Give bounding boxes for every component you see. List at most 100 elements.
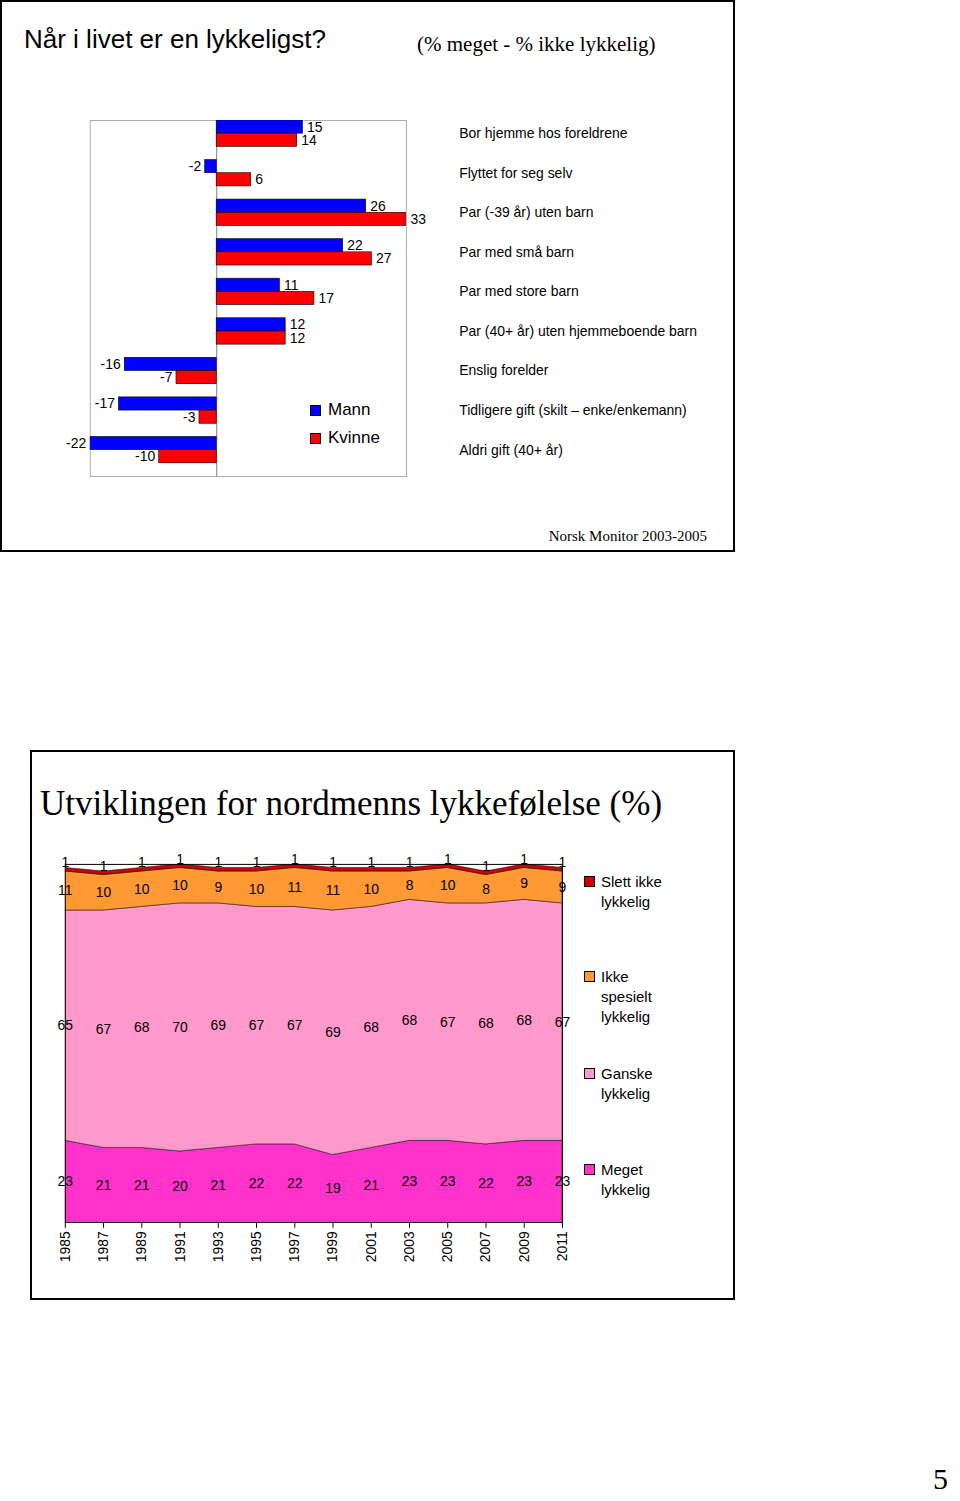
svg-text:68: 68 [516,1012,532,1028]
svg-text:1: 1 [291,851,299,867]
svg-text:Flyttet for seg selv: Flyttet for seg selv [459,165,572,181]
svg-text:Aldri gift (40+ år): Aldri gift (40+ år) [459,442,563,458]
svg-text:1999: 1999 [324,1231,340,1262]
svg-text:Par med små barn: Par med små barn [459,244,574,260]
svg-text:67: 67 [96,1021,112,1037]
svg-text:11: 11 [288,879,303,895]
svg-text:1: 1 [406,854,414,870]
svg-text:23: 23 [555,1173,571,1189]
svg-text:9: 9 [520,875,528,891]
html-text:Slett ikke lykkelig: Slett ikke lykkelig [601,873,662,910]
svg-text:1: 1 [329,854,337,870]
svg-text:65: 65 [58,1017,74,1033]
svg-text:23: 23 [440,1173,456,1189]
svg-text:2011: 2011 [554,1231,570,1261]
svg-text:68: 68 [402,1012,418,1028]
svg-text:1: 1 [253,854,261,870]
svg-text:22: 22 [347,237,363,253]
svg-text:2003: 2003 [401,1231,417,1262]
svg-text:2007: 2007 [477,1231,493,1262]
svg-text:10: 10 [172,877,188,893]
svg-text:1: 1 [176,851,184,867]
svg-text:22: 22 [249,1175,265,1191]
svg-text:1: 1 [100,858,108,874]
svg-text:23: 23 [402,1173,418,1189]
svg-text:1: 1 [214,854,222,870]
svg-text:2005: 2005 [439,1231,455,1262]
svg-text:1: 1 [482,858,490,874]
svg-text:70: 70 [172,1019,188,1035]
svg-text:68: 68 [478,1015,494,1031]
svg-text:11: 11 [284,277,299,293]
svg-text:1: 1 [367,854,375,870]
svg-text:27: 27 [376,250,392,266]
svg-text:21: 21 [96,1177,112,1193]
svg-text:23: 23 [58,1173,74,1189]
svg-text:1: 1 [61,854,69,870]
svg-text:Bor hjemme hos foreldrene: Bor hjemme hos foreldrene [459,125,628,141]
html-text:Utviklingen for nordmenns lykk: Utviklingen for nordmenns lykkefølelse (… [40,784,663,823]
svg-text:10: 10 [96,884,112,900]
svg-text:1991: 1991 [171,1231,187,1262]
svg-text:1985: 1985 [57,1231,73,1262]
svg-text:21: 21 [364,1177,380,1193]
svg-text:68: 68 [364,1019,380,1035]
svg-text:21: 21 [134,1177,150,1193]
svg-text:Par (-39 år) uten barn: Par (-39 år) uten barn [459,204,593,220]
html-text:Ganske lykkelig: Ganske lykkelig [601,1065,653,1102]
svg-text:11: 11 [326,882,341,898]
svg-text:67: 67 [555,1014,571,1030]
svg-text:14: 14 [301,132,317,148]
svg-text:Tidligere gift (skilt – enke/e: Tidligere gift (skilt – enke/enkemann) [459,402,687,418]
svg-text:22: 22 [478,1175,494,1191]
svg-text:1997: 1997 [286,1231,302,1262]
svg-text:10: 10 [364,881,380,897]
svg-text:8: 8 [406,877,414,893]
svg-text:10: 10 [440,877,456,893]
svg-text:1: 1 [444,851,452,867]
svg-text:-17: -17 [95,395,115,411]
svg-text:26: 26 [370,198,386,214]
svg-text:9: 9 [559,879,567,895]
svg-text:1987: 1987 [95,1231,111,1262]
svg-text:1: 1 [559,854,567,870]
svg-text:11: 11 [58,882,73,898]
svg-text:-7: -7 [160,369,173,385]
svg-text:Par med store barn: Par med store barn [459,283,578,299]
svg-text:10: 10 [134,881,150,897]
svg-text:1: 1 [138,854,146,870]
svg-text:2001: 2001 [363,1231,379,1262]
svg-text:21: 21 [211,1177,227,1193]
svg-text:1995: 1995 [248,1231,264,1262]
svg-text:8: 8 [482,881,490,897]
svg-text:-2: -2 [189,158,202,174]
svg-text:Par (40+ år) uten hjemmeboende: Par (40+ år) uten hjemmeboende barn [459,323,697,339]
svg-text:1993: 1993 [210,1231,226,1262]
svg-text:67: 67 [249,1017,265,1033]
svg-text:Enslig forelder: Enslig forelder [459,362,549,378]
svg-text:17: 17 [318,290,334,306]
svg-text:-10: -10 [135,448,155,464]
svg-text:1: 1 [520,851,528,867]
svg-text:68: 68 [134,1019,150,1035]
svg-text:23: 23 [516,1173,532,1189]
svg-text:20: 20 [172,1178,188,1194]
svg-text:-16: -16 [101,356,121,372]
svg-text:10: 10 [249,881,265,897]
html-text:Meget lykkelig: Meget lykkelig [601,1161,651,1198]
svg-text:69: 69 [211,1017,227,1033]
svg-text:69: 69 [325,1024,341,1040]
svg-text:-3: -3 [183,409,196,425]
svg-text:22: 22 [287,1175,303,1191]
svg-text:67: 67 [287,1017,303,1033]
svg-text:1989: 1989 [133,1231,149,1262]
svg-text:9: 9 [214,879,222,895]
svg-text:12: 12 [290,330,306,346]
svg-text:2009: 2009 [516,1231,532,1262]
html-text:Ikke spesielt lykkelig: Ikke spesielt lykkelig [601,968,652,1025]
svg-text:6: 6 [255,171,263,187]
svg-text:-22: -22 [66,435,86,451]
svg-text:67: 67 [440,1014,456,1030]
svg-text:19: 19 [325,1180,341,1196]
svg-text:33: 33 [410,211,426,227]
